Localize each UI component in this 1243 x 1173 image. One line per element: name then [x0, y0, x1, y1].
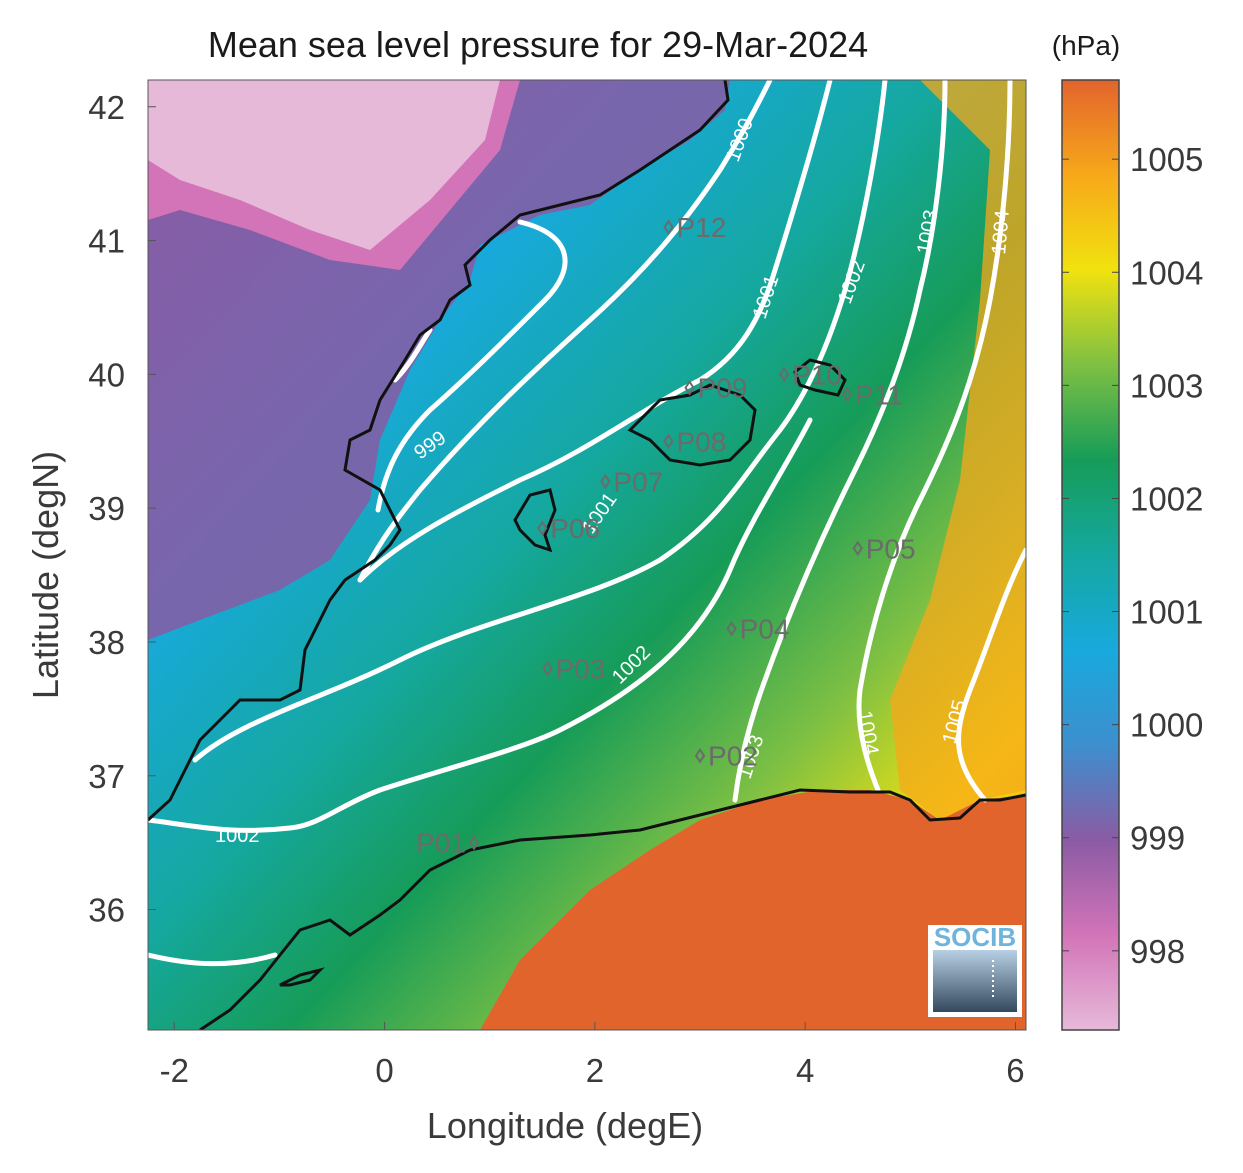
station-p11: P11 [842, 379, 903, 410]
logo-wave [933, 950, 1017, 1012]
y-tick-label: 38 [88, 624, 125, 661]
isobars [148, 80, 1026, 967]
station-marker [842, 386, 853, 403]
isobar-1000 [357, 80, 773, 583]
station-label: P06 [550, 513, 600, 544]
mallorca-outline [627, 383, 757, 467]
isobar-1003 [732, 80, 948, 803]
station-label: P02 [708, 741, 758, 772]
station-label: P08 [676, 426, 726, 457]
colorbar [1061, 79, 1120, 1031]
colorbar-tick-label: 1004 [1130, 254, 1203, 291]
station-marker [468, 834, 480, 851]
y-tick-label: 42 [88, 89, 125, 126]
station-label: P01 [416, 828, 466, 859]
map-title: Mean sea level pressure for 29-Mar-2024 [208, 24, 868, 65]
station-label: P07 [613, 466, 663, 497]
stations: P01 P02 P03 P04 P05 P06 P07 P08 P09 P10 P11 P12 [416, 212, 915, 858]
isobar-1002 [192, 80, 888, 763]
station-marker [852, 540, 863, 557]
africa-coastline [199, 788, 1026, 1030]
station-marker [726, 620, 737, 637]
station-label: P10 [792, 359, 842, 390]
x-axis-ticks: -2 0 2 4 6 [160, 1022, 1025, 1089]
contour-label: 1004 [988, 209, 1014, 255]
y-axis-label: Latitude (degN) [25, 451, 66, 699]
colorbar-tick-label: 998 [1130, 933, 1185, 970]
station-label: P11 [855, 379, 903, 410]
isobar-1004 [856, 80, 1013, 793]
colorbar-tick-label: 1000 [1130, 707, 1203, 744]
y-axis-ticks: 36 37 38 39 40 41 42 [88, 89, 156, 929]
station-p10: P10 [778, 359, 842, 390]
high-pressure-region [480, 790, 1026, 1030]
menorca-outline [793, 358, 847, 397]
station-p05: P05 [852, 533, 916, 564]
plot-area: 1000 1001 1002 1003 1004 999 1001 1002 1… [148, 80, 1026, 1030]
socib-logo: SOCIB [928, 922, 1022, 1017]
x-tick-label: 0 [375, 1052, 393, 1089]
y-tick-label: 40 [88, 356, 125, 393]
colorbar-tick-label: 1002 [1130, 480, 1203, 517]
isobar-lower-left [148, 952, 278, 967]
ibiza-outline [513, 488, 557, 553]
station-marker [778, 366, 790, 383]
x-tick-label: -2 [160, 1052, 189, 1089]
station-label: P09 [698, 373, 748, 404]
coastlines [148, 80, 1026, 1030]
station-label: P05 [866, 533, 916, 564]
station-p07: P07 [600, 466, 663, 497]
logo-text: SOCIB [934, 922, 1016, 952]
y-tick-label: 39 [88, 490, 125, 527]
station-marker [663, 433, 674, 450]
colorbar-unit: (hPa) [1052, 30, 1120, 61]
station-p08: P08 [663, 426, 726, 457]
isobar-1005 [956, 547, 1026, 803]
y-tick-label: 37 [88, 758, 125, 795]
isobar-999 [375, 219, 568, 513]
station-p06: P06 [537, 513, 600, 544]
spain-coastline [148, 80, 730, 822]
isobar-1001 [357, 80, 833, 583]
station-marker [684, 379, 695, 396]
station-label: P12 [676, 212, 726, 243]
isobar-1002-south [148, 417, 813, 833]
alboran-island [279, 967, 325, 987]
station-marker [600, 473, 611, 490]
pink-region [148, 80, 500, 250]
station-p03: P03 [542, 654, 606, 685]
colorbar-tick-label: 1005 [1130, 141, 1203, 178]
station-marker [542, 660, 553, 677]
x-tick-label: 4 [796, 1052, 814, 1089]
station-p02: P02 [694, 741, 758, 772]
x-tick-label: 6 [1006, 1052, 1024, 1089]
station-p09: P09 [684, 373, 748, 404]
station-marker [663, 219, 674, 235]
station-marker [537, 520, 548, 537]
y-tick-label: 41 [88, 223, 125, 260]
station-p12: P12 [663, 212, 726, 243]
station-p01: P01 [416, 828, 480, 859]
x-tick-label: 2 [586, 1052, 604, 1089]
station-marker [694, 747, 706, 764]
station-label: P03 [556, 654, 606, 685]
colorbar-ticks: 998 999 1000 1001 1002 1003 1004 1005 [1062, 141, 1203, 970]
station-p04: P04 [726, 614, 790, 645]
station-label: P04 [740, 614, 790, 645]
contour-label: 1002 [215, 825, 260, 847]
plot-frame [147, 79, 1027, 1031]
x-axis-label: Longitude (degE) [427, 1105, 703, 1146]
colorbar-tick-label: 999 [1130, 820, 1185, 857]
isobar-999-north [392, 327, 433, 383]
colorbar-tick-label: 1003 [1130, 367, 1203, 404]
y-tick-label: 36 [88, 892, 125, 929]
colorbar-tick-label: 1001 [1130, 594, 1203, 631]
